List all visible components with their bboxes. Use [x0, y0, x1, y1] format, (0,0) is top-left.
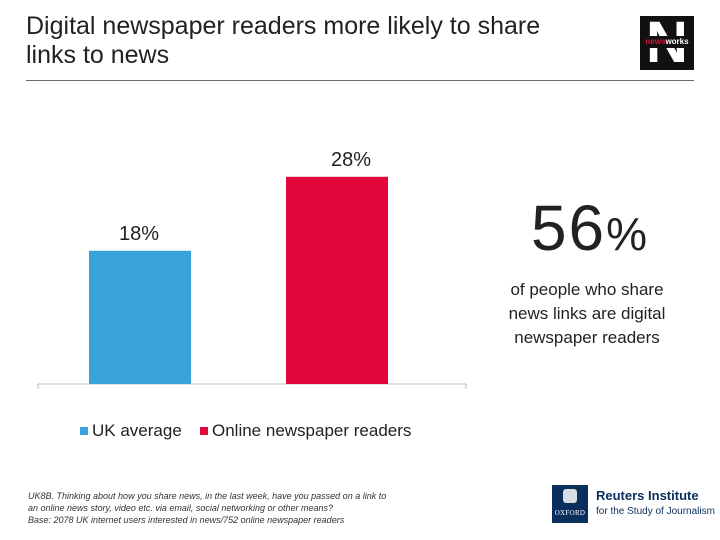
- legend-label: UK average: [92, 421, 182, 440]
- bar-value-label: 18%: [119, 223, 159, 245]
- title-divider: [26, 80, 694, 81]
- newsworks-logo: N newsworks: [640, 12, 694, 74]
- bar-uk-average: [89, 250, 191, 384]
- footnote-line: Base: 2078 UK internet users interested …: [28, 515, 345, 525]
- footnote-line: UK8B. Thinking about how you share news,…: [28, 491, 387, 501]
- footnote-line: an online news story, video etc. via ema…: [28, 503, 333, 513]
- big-stat-caption: of people who share news links are digit…: [508, 280, 666, 347]
- big-stat-unit: %: [606, 208, 650, 260]
- footnote: UK8B. Thinking about how you share news,…: [28, 490, 448, 526]
- legend-label: Online newspaper readers: [212, 421, 411, 440]
- bar-chart: 18% 28% UK average Online newspaper readers: [37, 149, 467, 440]
- legend-swatch: [80, 427, 88, 435]
- reuters-subtitle: for the Study of Journalism: [596, 506, 715, 517]
- reuters-institute-logo: OXFORD Reuters Institute for the Study o…: [552, 485, 715, 525]
- big-stat: 56%: [505, 188, 675, 274]
- bar-online-newspaper-readers: [286, 176, 388, 384]
- big-stat-number: 56%: [530, 192, 650, 264]
- legend-swatch: [200, 427, 208, 435]
- reuters-title: Reuters Institute: [596, 488, 699, 503]
- slide-title: Digital newspaper readers more likely to…: [26, 12, 541, 69]
- oxford-crest-icon: OXFORD: [552, 485, 588, 523]
- bar-value-label: 28%: [331, 149, 371, 171]
- newsworks-logo-wordmark: newsworks: [640, 36, 694, 48]
